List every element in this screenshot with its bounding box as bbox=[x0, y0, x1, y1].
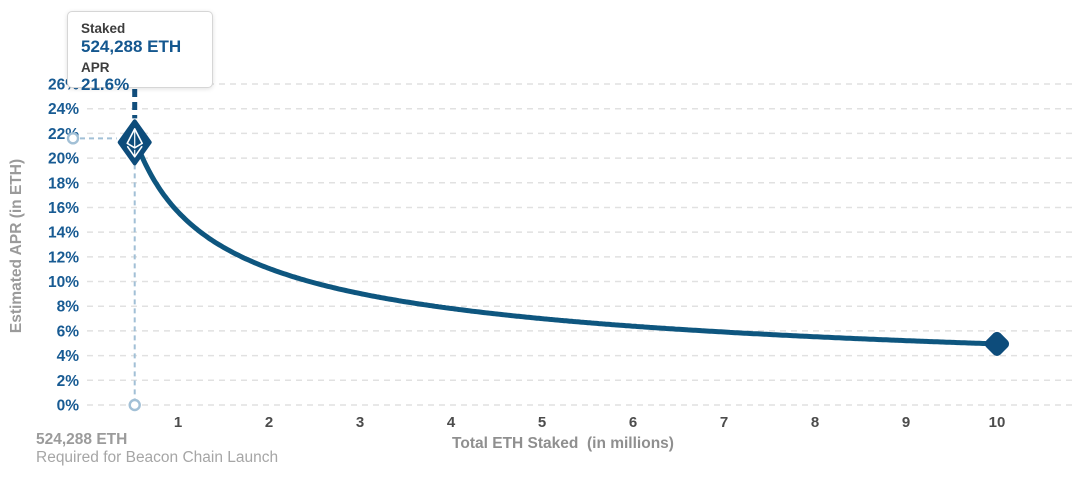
x-tick-label: 4 bbox=[447, 414, 456, 431]
apr-curve[interactable] bbox=[132, 135, 1000, 347]
y-tick-label: 20% bbox=[48, 151, 79, 168]
footnote-eth-amount: 524,288 ETH bbox=[36, 431, 128, 448]
tooltip-apr-value: 21.6% bbox=[81, 75, 130, 95]
y-axis-reference-circle bbox=[66, 132, 80, 145]
y-axis-title: Estimated APR (in ETH) bbox=[8, 158, 25, 334]
x-tick-label: 9 bbox=[902, 414, 910, 431]
x-tick-label: 2 bbox=[265, 414, 273, 431]
curve-end-marker[interactable] bbox=[983, 330, 1011, 358]
x-tick-label: 3 bbox=[356, 414, 364, 431]
ethereum-marker[interactable] bbox=[117, 119, 152, 166]
x-tick-label: 6 bbox=[629, 414, 637, 431]
y-tick-label: 14% bbox=[48, 225, 79, 242]
y-tick-label: 2% bbox=[57, 373, 80, 390]
x-axis-title: Total ETH Staked (in millions) bbox=[452, 435, 674, 452]
tooltip-apr-label: APR bbox=[81, 59, 110, 75]
y-tick-label: 6% bbox=[57, 323, 80, 340]
y-tick-label: 4% bbox=[57, 348, 80, 365]
y-tick-label: 24% bbox=[48, 101, 79, 118]
x-tick-label: 7 bbox=[720, 414, 728, 431]
y-tick-label: 18% bbox=[48, 175, 79, 192]
tooltip-staked-label: Staked bbox=[81, 21, 126, 36]
x-axis-reference-circle bbox=[128, 398, 141, 412]
tooltip: Staked 524,288 ETH APR 21.6% bbox=[67, 11, 213, 94]
x-tick-label: 8 bbox=[811, 414, 819, 431]
footnote-beacon-launch: Required for Beacon Chain Launch bbox=[36, 449, 279, 466]
y-tick-label: 16% bbox=[48, 200, 79, 217]
x-tick-label: 10 bbox=[989, 414, 1006, 431]
x-tick-label: 5 bbox=[538, 414, 546, 431]
y-tick-label: 12% bbox=[48, 249, 79, 266]
y-tick-label: 0% bbox=[57, 398, 80, 415]
y-tick-label: 10% bbox=[48, 274, 79, 291]
tooltip-staked-value: 524,288 ETH bbox=[81, 36, 182, 56]
x-tick-label: 1 bbox=[174, 414, 182, 431]
y-tick-label: 8% bbox=[57, 299, 80, 316]
